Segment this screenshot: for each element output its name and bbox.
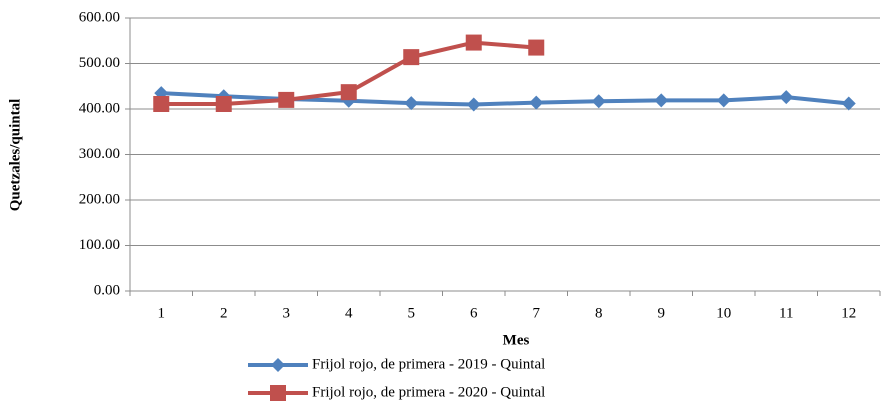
data-point [529, 95, 544, 110]
y-tick-label: 200.00 [79, 191, 120, 207]
data-point [591, 94, 606, 109]
data-point [403, 49, 420, 66]
data-point [841, 96, 856, 111]
data-point [215, 95, 232, 112]
y-tick-label: 600.00 [79, 9, 120, 25]
data-point [466, 97, 481, 112]
x-tick-label: 11 [779, 305, 793, 321]
x-tick-label: 2 [220, 305, 228, 321]
y-tick-label: 0.00 [94, 282, 120, 298]
x-tick-label: 9 [658, 305, 666, 321]
x-tick-label: 7 [533, 305, 541, 321]
data-point [465, 34, 482, 51]
x-axis-title: Mes [503, 332, 530, 348]
x-tick-label: 10 [716, 305, 731, 321]
x-tick-label: 8 [595, 305, 603, 321]
legend-marker [270, 385, 286, 401]
data-point [404, 96, 419, 111]
legend-label: Frijol rojo, de primera - 2019 - Quintal [312, 356, 545, 372]
x-tick-label: 6 [470, 305, 478, 321]
x-tick-label: 3 [283, 305, 291, 321]
y-tick-label: 300.00 [79, 146, 120, 162]
x-tick-label: 5 [408, 305, 416, 321]
data-point [654, 93, 669, 108]
legend-marker [271, 358, 285, 372]
data-point [278, 91, 295, 108]
x-tick-label: 4 [345, 305, 353, 321]
data-point [528, 39, 545, 56]
y-tick-label: 500.00 [79, 55, 120, 71]
y-tick-label: 400.00 [79, 100, 120, 116]
data-point [153, 95, 170, 112]
x-tick-label: 1 [158, 305, 166, 321]
data-point [340, 84, 357, 101]
data-point [779, 90, 794, 105]
legend-label: Frijol rojo, de primera - 2020 - Quintal [312, 384, 545, 400]
y-axis-title: Quetzales/quintal [7, 99, 23, 212]
series-line [161, 91, 849, 107]
data-point [716, 93, 731, 108]
x-tick-label: 12 [841, 305, 856, 321]
y-tick-label: 100.00 [79, 237, 120, 253]
